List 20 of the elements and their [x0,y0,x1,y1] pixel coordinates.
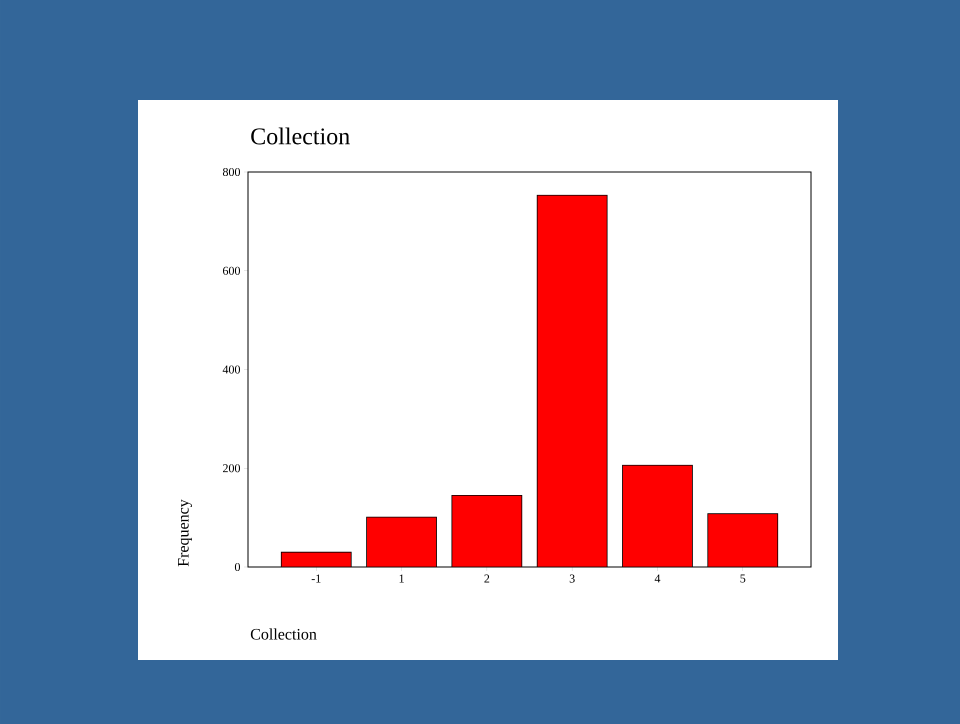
x-axis-title: Collection [250,628,317,640]
bar [281,552,352,567]
chart-title: Collection [251,128,350,144]
x-tick-label: 2 [484,574,490,582]
x-tick-label: 1 [400,574,404,582]
bar [452,495,522,567]
y-tick-label: 200 [223,464,240,472]
y-tick-label: 0 [234,562,240,572]
x-tick-label: 4 [654,574,660,582]
bar [366,517,437,567]
y-axis-title: Frequency [178,499,192,566]
bar [622,465,692,567]
y-tick-label: 600 [222,266,240,275]
x-tick-label: 3 [570,574,575,583]
x-tick-label: -1 [312,574,321,582]
bar [537,195,608,567]
y-tick-label: 400 [222,365,240,374]
y-tick-label: 800 [222,168,240,176]
x-tick-label: 5 [740,574,746,582]
bar [707,513,778,567]
